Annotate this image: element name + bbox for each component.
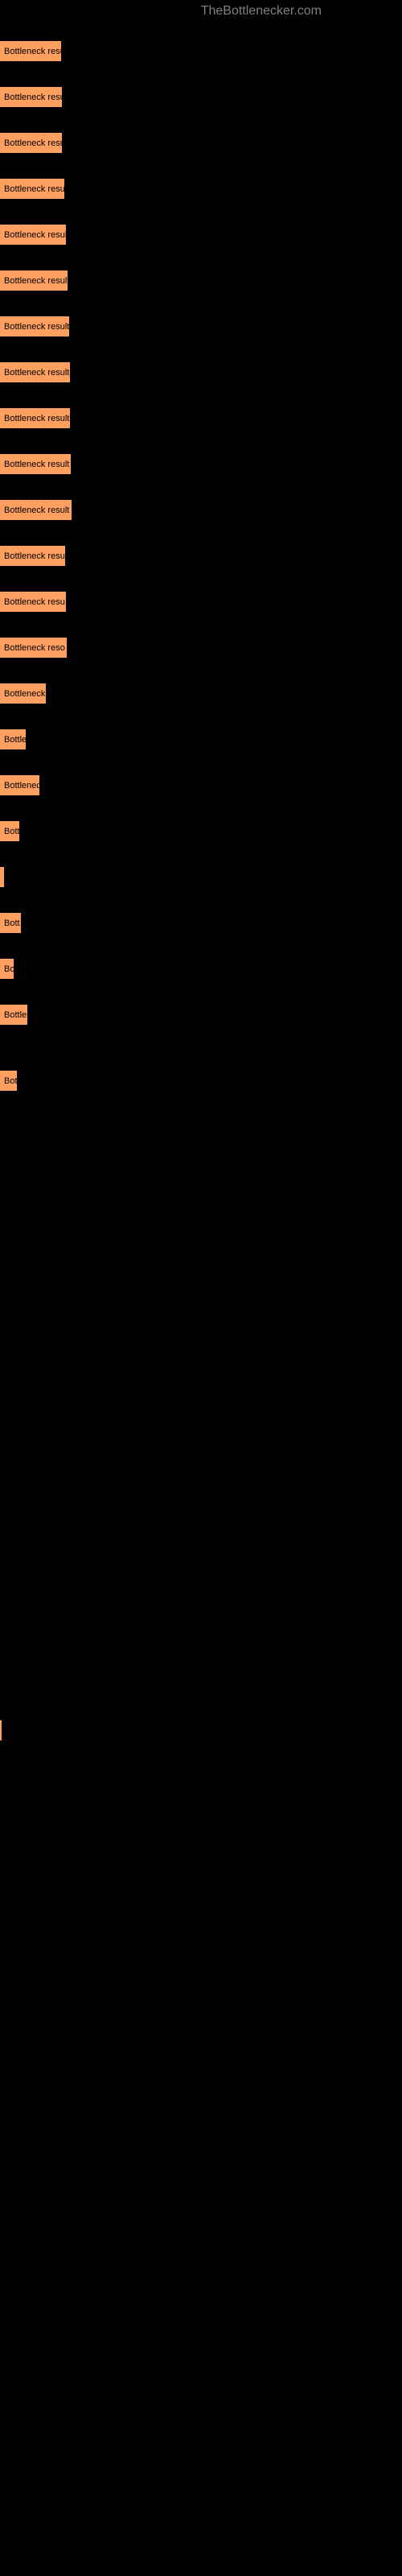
bottleneck-bar[interactable]: Bottleneck result bbox=[0, 453, 72, 475]
bars-container: Bottleneck result Bottleneck result Bott… bbox=[0, 0, 402, 1741]
bar-label: Bottleneck result bbox=[4, 47, 69, 56]
bottleneck-bar[interactable] bbox=[0, 866, 5, 888]
bottleneck-bar[interactable]: Bottle bbox=[0, 729, 27, 750]
bar-label: Bottlenec bbox=[4, 781, 41, 791]
bottleneck-bar[interactable]: Bot bbox=[0, 1070, 18, 1092]
bottleneck-bar[interactable]: Bottleneck result bbox=[0, 499, 72, 521]
bottleneck-bar[interactable]: Bottlenec bbox=[0, 774, 40, 796]
bottleneck-bar[interactable]: Bottleneck result bbox=[0, 178, 65, 200]
bar-label: Bottleneck result bbox=[4, 138, 69, 148]
bottleneck-bar[interactable] bbox=[0, 1719, 2, 1741]
bottleneck-bar[interactable]: Bo bbox=[0, 958, 14, 980]
bar-label: Bottleneck result bbox=[4, 414, 69, 423]
bar-label: Bottleneck result bbox=[4, 322, 69, 332]
bar-label: Bo bbox=[4, 964, 14, 974]
bar-label: Bottleneck result bbox=[4, 368, 69, 378]
bar-label: Bottler bbox=[4, 1010, 30, 1020]
bottleneck-bar[interactable]: Bottleneck result bbox=[0, 132, 63, 154]
bottleneck-bar[interactable]: Bottleneck result bbox=[0, 40, 62, 62]
bar-label: Bot bbox=[4, 1076, 18, 1086]
bar-label: Bottleneck) bbox=[4, 689, 48, 699]
bar-label: Bottleneck resu bbox=[4, 551, 65, 561]
bottleneck-bar[interactable]: Bottleneck result bbox=[0, 316, 70, 337]
bar-label: Bottleneck result bbox=[4, 230, 69, 240]
bottleneck-bar[interactable]: Bottleneck resu bbox=[0, 591, 67, 613]
bar-label: Bottleneck result bbox=[4, 93, 69, 102]
bar-label: Bott bbox=[4, 827, 20, 836]
bottleneck-bar[interactable]: Bottleneck result bbox=[0, 407, 71, 429]
bottleneck-bar[interactable]: Bottleneck reso bbox=[0, 637, 68, 658]
bottleneck-bar[interactable]: Bott bbox=[0, 820, 20, 842]
bottleneck-bar[interactable]: Bott bbox=[0, 912, 22, 934]
bottleneck-bar[interactable]: Bottler bbox=[0, 1004, 28, 1026]
bottleneck-bar[interactable]: Bottleneck result bbox=[0, 224, 67, 246]
bar-label: Bottleneck reso bbox=[4, 643, 65, 653]
bottleneck-bar[interactable]: Bottleneck result bbox=[0, 361, 71, 383]
bar-label: Bott bbox=[4, 919, 20, 928]
watermark-text: TheBottlenecker.com bbox=[201, 4, 322, 19]
bar-label: Bottleneck result bbox=[4, 276, 69, 286]
bar-label: Bottleneck resu bbox=[4, 597, 65, 607]
bar-label: Bottleneck result bbox=[4, 460, 69, 469]
bottleneck-bar[interactable]: Bottleneck result bbox=[0, 86, 63, 108]
bar-label: Bottle bbox=[4, 735, 27, 745]
bottleneck-bar[interactable]: Bottleneck resu bbox=[0, 545, 66, 567]
bar-label: Bottleneck result bbox=[4, 184, 69, 194]
bar-label: Bottleneck result bbox=[4, 506, 69, 515]
bottleneck-bar[interactable]: Bottleneck result bbox=[0, 270, 68, 291]
bottleneck-bar[interactable]: Bottleneck) bbox=[0, 683, 47, 704]
